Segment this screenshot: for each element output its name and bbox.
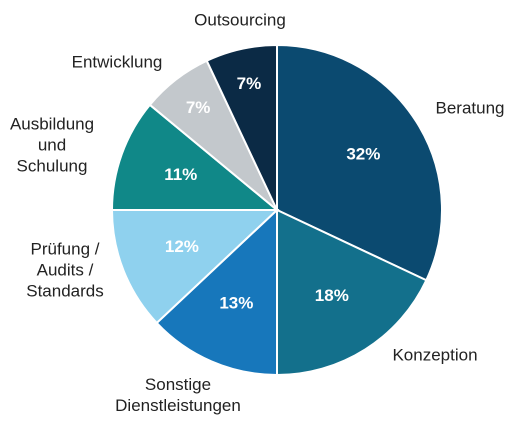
value-label: 7% xyxy=(186,98,211,117)
pie-slice xyxy=(276,208,428,377)
pie-slice xyxy=(110,103,280,211)
value-label: 12% xyxy=(165,237,199,256)
value-label: 32% xyxy=(346,145,380,164)
value-label: 7% xyxy=(237,74,262,93)
category-label: Ausbildung und Schulung xyxy=(9,114,95,176)
category-label: Beratung xyxy=(435,98,505,118)
pie-slice xyxy=(110,209,280,325)
category-label: Outsourcing xyxy=(194,10,286,30)
value-label: 11% xyxy=(164,165,197,184)
pie-slice xyxy=(276,43,443,282)
category-label: Konzeption xyxy=(392,345,478,365)
value-label: 13% xyxy=(219,293,253,312)
category-label: Sonstige Dienstleistungen xyxy=(115,375,241,415)
pie-slice xyxy=(205,43,278,211)
category-label: Entwicklung xyxy=(71,52,163,72)
value-label: 18% xyxy=(315,286,349,305)
category-label: Prüfung / Audits / Standards xyxy=(26,239,104,301)
pie-slice xyxy=(155,207,278,377)
